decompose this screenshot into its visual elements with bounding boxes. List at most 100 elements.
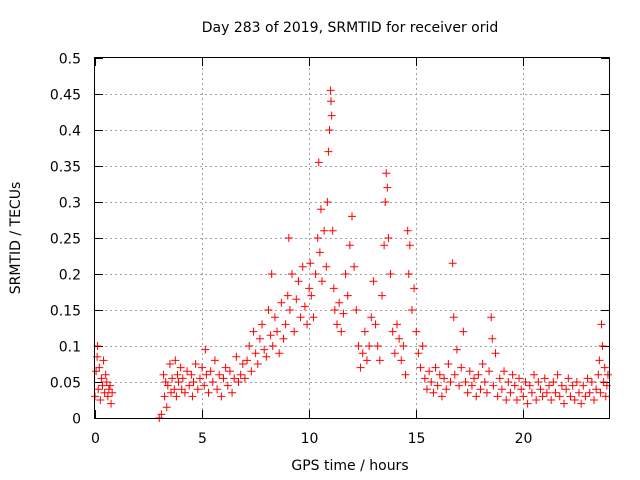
data-point: [410, 284, 419, 293]
data-point: [429, 388, 438, 397]
data-point: [320, 226, 329, 235]
data-point: [247, 367, 256, 376]
data-point: [448, 259, 457, 268]
data-point: [97, 374, 106, 383]
y-axis-ticks: 0 0.05 0.1 0.15 0.2 0.25 0.3 0.35 0.4 0.45 0.5: [50, 52, 609, 428]
data-point: [221, 363, 230, 372]
data-point: [375, 356, 384, 365]
data-point: [549, 378, 558, 386]
data-point: [240, 374, 249, 383]
y-axis-label: SRMTID / TECUs: [8, 182, 24, 295]
data-point: [381, 198, 390, 206]
x-tick-label: 15: [408, 431, 426, 447]
data-point: [380, 241, 389, 250]
y-tick-label: 0.4: [59, 124, 81, 140]
data-point: [309, 313, 318, 322]
data-point: [540, 374, 549, 383]
data-point: [249, 327, 258, 336]
data-point: [178, 374, 187, 383]
plot-frame: [94, 57, 610, 419]
data-point: [251, 349, 260, 358]
data-point: [404, 270, 413, 278]
data-point: [358, 349, 367, 358]
data-point: [416, 363, 425, 372]
data-point: [232, 352, 241, 361]
y-tick-label: 0.15: [50, 304, 81, 320]
data-point: [303, 320, 312, 329]
data-point: [399, 342, 408, 350]
data-point: [510, 381, 519, 390]
data-point: [470, 374, 479, 383]
data-point: [101, 370, 110, 379]
data-point: [519, 392, 528, 401]
data-point: [339, 309, 348, 318]
data-point: [536, 385, 545, 394]
data-point: [422, 385, 431, 394]
data-point: [102, 378, 111, 386]
data-point: [596, 388, 605, 397]
data-point: [99, 356, 108, 365]
data-point: [545, 381, 554, 390]
data-point: [369, 277, 378, 286]
data-point: [407, 306, 416, 314]
data-point: [568, 381, 577, 390]
data-point: [538, 392, 547, 401]
data-point: [517, 385, 526, 394]
data-point: [487, 313, 496, 322]
data-point: [348, 212, 356, 221]
data-point: [532, 396, 541, 404]
data-point: [527, 388, 536, 397]
data-point: [285, 306, 294, 314]
data-point: [290, 327, 299, 336]
data-point: [401, 370, 410, 379]
data-point: [566, 392, 575, 401]
data-point: [296, 313, 305, 322]
data-point: [215, 370, 224, 379]
data-point: [335, 298, 344, 307]
data-point: [157, 410, 166, 419]
data-point: [168, 374, 177, 383]
data-point: [343, 291, 352, 300]
data-point: [472, 392, 481, 401]
data-point: [258, 320, 267, 329]
y-tick-label: 0.1: [59, 340, 81, 356]
data-point: [461, 378, 470, 386]
y-tick-label: 0.35: [50, 160, 81, 176]
data-point: [180, 388, 189, 397]
data-point: [275, 349, 284, 358]
data-point: [515, 374, 524, 383]
data-point: [403, 226, 412, 235]
data-point: [500, 367, 509, 376]
data-point: [598, 342, 607, 350]
data-point: [225, 367, 234, 376]
data-point: [228, 388, 237, 397]
data-point: [373, 342, 382, 350]
data-point: [94, 385, 103, 394]
data-point: [176, 363, 185, 372]
data-point: [324, 147, 333, 156]
data-point: [440, 374, 449, 383]
data-point: [455, 381, 464, 390]
data-point: [523, 399, 532, 408]
data-point: [206, 367, 215, 376]
data-point: [590, 396, 599, 404]
data-point: [386, 270, 395, 278]
data-point: [187, 370, 196, 379]
data-point: [489, 381, 498, 390]
data-point: [328, 226, 337, 235]
data-point: [329, 284, 338, 293]
data-point: [288, 270, 297, 278]
data-point: [585, 388, 594, 397]
data-point: [502, 396, 511, 404]
data-point: [592, 385, 601, 394]
data-point: [100, 388, 109, 397]
data-point: [497, 385, 506, 394]
data-point: [431, 363, 440, 372]
data-point: [388, 327, 397, 336]
data-point: [560, 399, 569, 408]
data-point: [202, 370, 211, 379]
data-point: [392, 320, 401, 329]
data-point: [201, 345, 210, 354]
data-point: [476, 385, 485, 394]
data-point: [603, 370, 612, 379]
